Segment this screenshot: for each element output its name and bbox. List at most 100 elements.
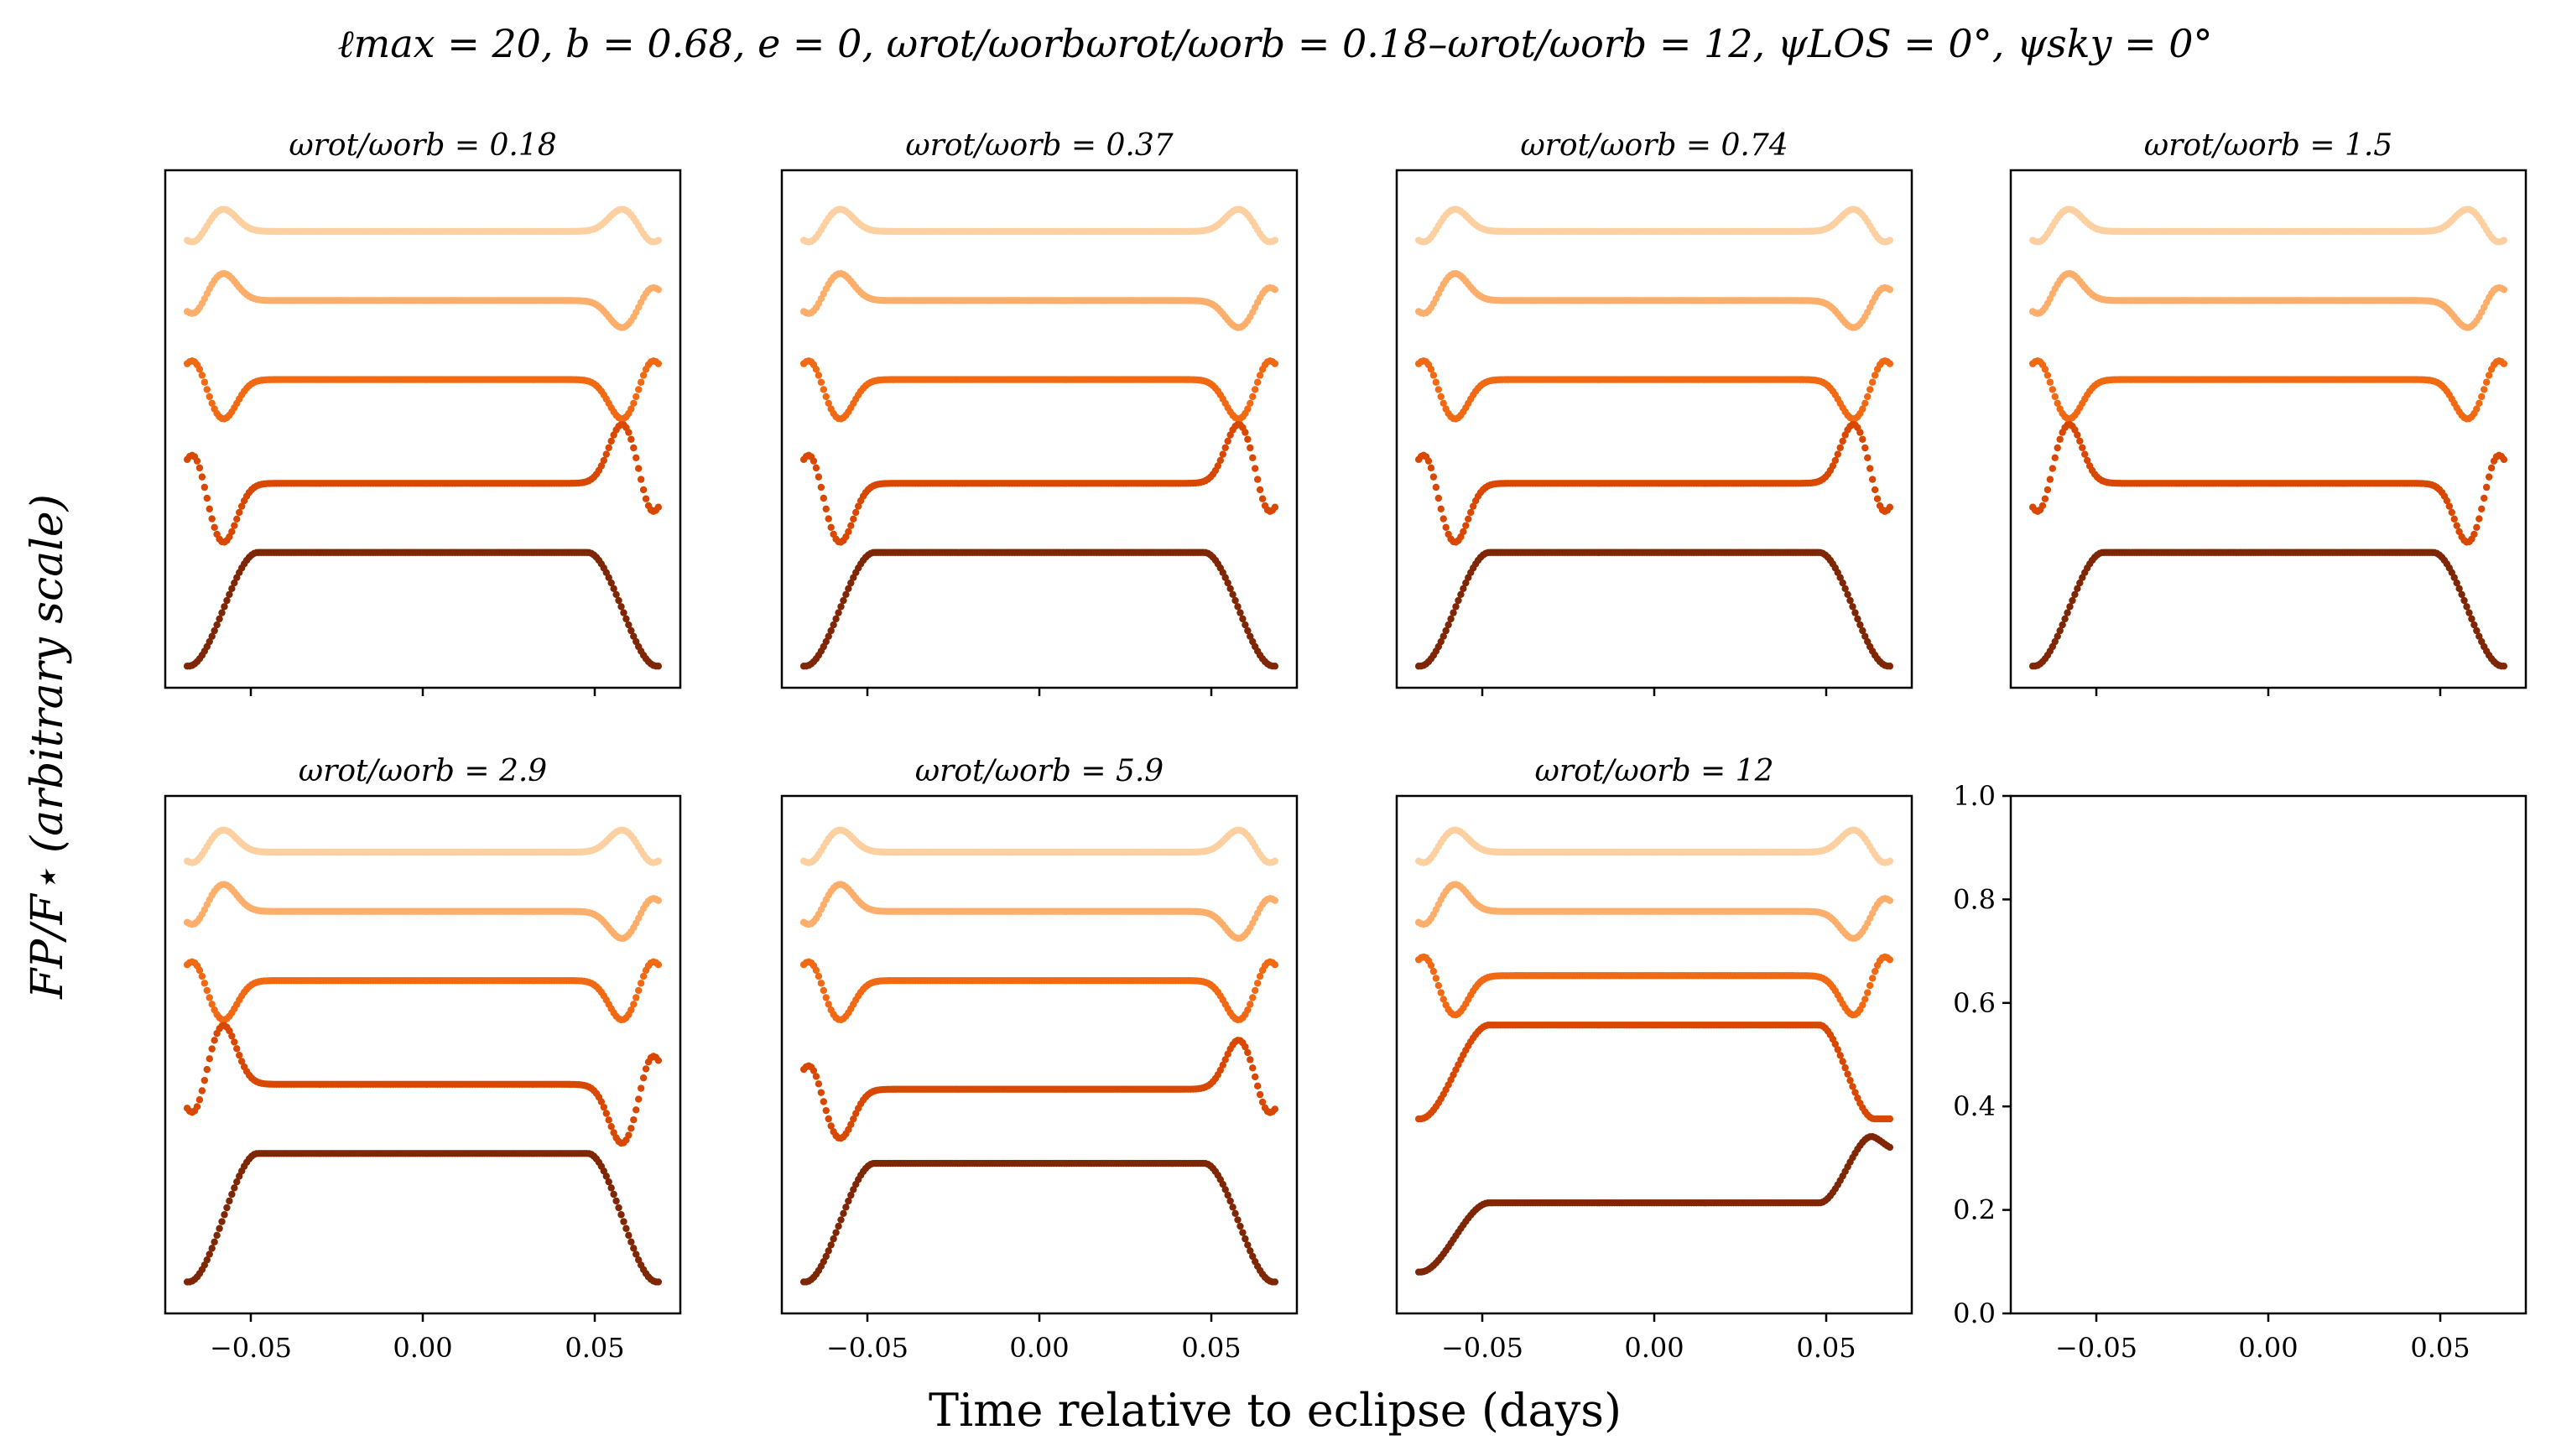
data-point <box>654 857 663 865</box>
panel-title: ωrot/ωorb = 1.5 <box>2144 128 2392 163</box>
data-point <box>195 966 204 975</box>
data-point <box>627 405 635 413</box>
data-point <box>1442 523 1450 532</box>
data-point <box>2473 523 2481 532</box>
data-point <box>228 585 236 593</box>
data-point <box>812 464 820 472</box>
data-point <box>602 1110 610 1117</box>
data-point <box>231 1038 238 1046</box>
data-point <box>231 522 238 529</box>
data-point <box>815 473 823 481</box>
data-point <box>1868 378 1877 386</box>
data-point <box>237 502 246 510</box>
data-point <box>198 972 206 980</box>
data-point <box>622 1225 630 1232</box>
data-point <box>825 399 832 408</box>
data-point <box>2038 502 2047 510</box>
data-point <box>203 386 211 393</box>
data-point <box>1271 360 1279 367</box>
x-tick-label: −0.05 <box>826 1332 908 1364</box>
data-point <box>610 1190 617 1199</box>
data-point <box>630 1001 638 1008</box>
data-point <box>2500 663 2508 670</box>
data-point <box>847 522 855 529</box>
panel-title: ωrot/ωorb = 2.9 <box>299 754 547 788</box>
data-point <box>639 1074 648 1082</box>
data-point <box>2480 386 2488 393</box>
series-3 <box>183 357 663 423</box>
data-point <box>206 637 213 646</box>
data-point <box>2478 393 2486 401</box>
data-point <box>198 1087 206 1095</box>
data-point <box>625 1131 633 1139</box>
data-point <box>1866 465 1874 472</box>
data-point <box>2049 386 2057 393</box>
series-1 <box>183 826 663 866</box>
data-point <box>634 1095 643 1103</box>
data-point <box>1239 615 1247 623</box>
data-point <box>1836 444 1844 451</box>
data-point <box>2041 495 2049 502</box>
data-point <box>1432 483 1440 491</box>
data-point <box>218 1218 226 1225</box>
data-point <box>1242 429 1249 436</box>
data-point <box>223 596 231 605</box>
data-point <box>1271 237 1279 244</box>
panel-2: ωrot/ωorb = 0.37 <box>780 128 1299 696</box>
data-point <box>852 508 860 517</box>
data-point <box>1219 450 1226 458</box>
data-point <box>837 603 845 611</box>
series-1 <box>1414 205 1894 246</box>
data-point <box>208 1245 216 1252</box>
data-point <box>2485 473 2493 481</box>
data-point <box>637 1084 645 1092</box>
data-point <box>1271 663 1279 670</box>
data-point <box>2482 483 2491 491</box>
data-point <box>597 462 606 470</box>
panel-title: ωrot/ωorb = 0.37 <box>905 128 1173 163</box>
data-point <box>1854 615 1861 623</box>
data-point <box>617 1211 625 1219</box>
data-point <box>208 515 216 523</box>
data-point <box>605 1178 612 1186</box>
data-point <box>830 621 837 629</box>
data-point <box>633 454 640 461</box>
panel-title: ωrot/ωorb = 5.9 <box>915 754 1164 788</box>
series-4 <box>1414 420 1894 546</box>
data-point <box>1437 505 1445 512</box>
data-point <box>2061 615 2069 623</box>
data-point <box>2463 603 2470 611</box>
series-2 <box>799 270 1279 331</box>
figure-title: ℓmax = 20, b = 0.68, e = 0, ωrot/ωorbωro… <box>337 21 2212 66</box>
data-point <box>2051 393 2059 401</box>
data-point <box>1886 286 1894 294</box>
data-point <box>654 360 663 367</box>
data-point <box>236 508 243 517</box>
data-point <box>850 515 857 523</box>
data-point <box>193 1103 201 1110</box>
series-3 <box>2028 357 2508 423</box>
data-point <box>1886 360 1894 367</box>
data-point <box>226 590 233 599</box>
data-point <box>195 464 204 472</box>
data-point <box>1851 609 1859 616</box>
data-point <box>211 1037 218 1044</box>
data-point <box>1839 437 1846 445</box>
data-point <box>213 621 221 629</box>
data-point <box>226 1197 233 1205</box>
data-point <box>2453 522 2460 529</box>
axes-frame <box>780 169 1299 689</box>
data-point <box>2465 609 2473 616</box>
series-4 <box>183 420 663 546</box>
data-point <box>639 486 648 494</box>
data-point <box>206 994 213 1001</box>
data-point <box>810 457 818 465</box>
series-3 <box>183 958 663 1024</box>
data-point <box>233 515 241 523</box>
data-point <box>2041 366 2049 373</box>
data-point <box>820 494 828 502</box>
data-point <box>654 1057 663 1064</box>
data-point <box>1462 522 1470 529</box>
data-point <box>195 366 204 373</box>
